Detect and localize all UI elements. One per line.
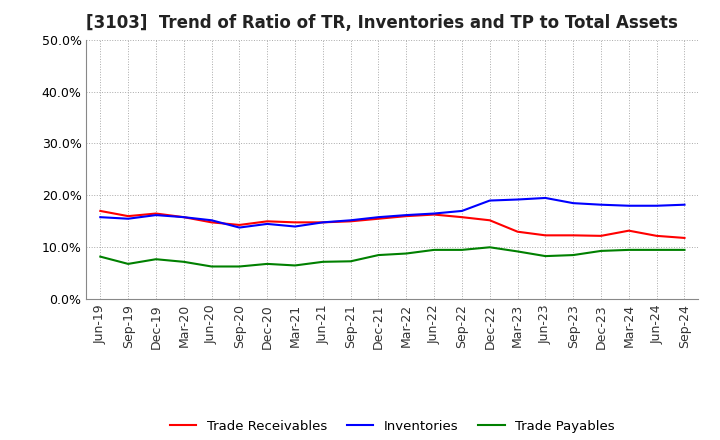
Trade Receivables [680,235,689,241]
Line: Trade Receivables: Trade Receivables [100,211,685,238]
Trade Receivables [96,208,104,213]
Inventories [597,202,606,207]
Trade Payables [541,253,550,259]
Inventories [680,202,689,207]
Inventories [458,208,467,213]
Line: Trade Payables: Trade Payables [100,247,685,267]
Trade Receivables [652,233,661,238]
Trade Receivables [179,215,188,220]
Trade Payables [318,259,327,264]
Trade Payables [346,259,355,264]
Trade Payables [597,248,606,253]
Inventories [652,203,661,209]
Text: [3103]  Trend of Ratio of TR, Inventories and TP to Total Assets: [3103] Trend of Ratio of TR, Inventories… [86,15,678,33]
Trade Receivables [430,212,438,217]
Trade Payables [513,249,522,254]
Trade Receivables [458,215,467,220]
Inventories [235,225,243,230]
Trade Receivables [263,219,271,224]
Trade Payables [569,253,577,258]
Trade Payables [374,253,383,258]
Trade Receivables [597,233,606,238]
Trade Payables [235,264,243,269]
Inventories [291,224,300,229]
Trade Payables [263,261,271,267]
Line: Inventories: Inventories [100,198,685,227]
Inventories [430,211,438,216]
Inventories [541,195,550,201]
Trade Payables [207,264,216,269]
Inventories [374,215,383,220]
Trade Receivables [624,228,633,233]
Trade Payables [179,259,188,264]
Inventories [402,213,410,218]
Trade Receivables [124,213,132,219]
Trade Receivables [485,218,494,223]
Inventories [96,215,104,220]
Trade Payables [652,247,661,253]
Trade Receivables [374,216,383,221]
Trade Receivables [402,213,410,219]
Trade Payables [402,251,410,256]
Trade Payables [291,263,300,268]
Trade Payables [485,245,494,250]
Trade Receivables [318,220,327,225]
Inventories [513,197,522,202]
Inventories [569,201,577,206]
Inventories [318,220,327,225]
Inventories [485,198,494,203]
Trade Receivables [152,211,161,216]
Inventories [152,213,161,218]
Legend: Trade Receivables, Inventories, Trade Payables: Trade Receivables, Inventories, Trade Pa… [165,415,620,438]
Trade Receivables [541,233,550,238]
Trade Receivables [346,219,355,224]
Trade Payables [152,257,161,262]
Inventories [179,215,188,220]
Inventories [124,216,132,221]
Trade Payables [680,247,689,253]
Inventories [263,221,271,227]
Trade Receivables [513,229,522,235]
Inventories [207,218,216,223]
Inventories [624,203,633,209]
Trade Receivables [235,222,243,227]
Trade Receivables [207,220,216,225]
Trade Payables [124,261,132,267]
Trade Receivables [291,220,300,225]
Inventories [346,218,355,223]
Trade Payables [624,247,633,253]
Trade Payables [458,247,467,253]
Trade Receivables [569,233,577,238]
Trade Payables [430,247,438,253]
Trade Payables [96,254,104,259]
